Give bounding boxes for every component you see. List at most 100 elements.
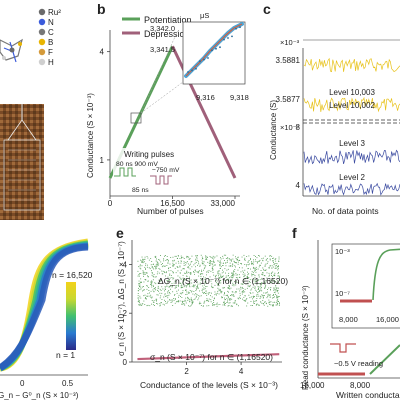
e-dg-point <box>248 260 250 261</box>
e-dg-point <box>249 292 251 293</box>
e-dg-point <box>273 282 275 284</box>
e-dg-point <box>163 265 165 267</box>
e-dg-point <box>207 278 209 279</box>
panel-b-ticks: 0 16,500 33,000 1 4 <box>100 48 236 208</box>
e-dg-point <box>143 273 145 275</box>
e-dg-point <box>227 258 229 260</box>
e-dg-point <box>246 264 248 265</box>
e-dg-point <box>276 301 278 303</box>
e-dg-point <box>176 266 178 268</box>
e-dg-point <box>241 287 243 289</box>
e-dg-point <box>175 287 177 288</box>
e-dg-point <box>237 269 239 271</box>
e-dg-point <box>270 282 272 284</box>
e-dg-point <box>162 265 164 267</box>
e-dg-point <box>271 255 273 257</box>
e-dg-point <box>277 268 279 270</box>
e-dg-point <box>277 297 279 299</box>
e-dg-point <box>170 275 172 276</box>
e-dg-point <box>175 262 177 264</box>
e-dg-point <box>227 299 228 301</box>
e-dg-point <box>182 268 184 270</box>
e-dg-point <box>214 294 216 296</box>
e-dg-point <box>200 278 201 280</box>
e-dg-point <box>220 274 222 276</box>
e-dg-point <box>221 272 223 274</box>
e-dg-point <box>150 296 152 298</box>
e-dg-point <box>152 267 154 269</box>
e-dg-point <box>193 286 195 288</box>
e-dg-point <box>209 265 210 266</box>
e-dg-point <box>156 298 158 300</box>
e-dg-point <box>271 272 273 274</box>
e-dg-point <box>273 274 275 276</box>
e-dg-point <box>170 257 172 258</box>
e-dg-point <box>229 285 230 287</box>
e-dg-point <box>152 289 154 291</box>
e-dg-point <box>157 285 159 287</box>
e-dg-point <box>244 264 246 265</box>
e-dg-point <box>188 283 190 285</box>
e-dg-point <box>231 298 233 300</box>
e-dg-point <box>167 292 169 294</box>
e-dg-point <box>140 288 142 290</box>
e-dg-point <box>146 288 148 290</box>
e-dg-point <box>178 285 179 287</box>
e-dg-point <box>239 267 240 269</box>
e-dg-point <box>265 269 267 271</box>
e-dg-point <box>263 270 265 271</box>
e-dg-point <box>220 260 221 262</box>
e-dg-point <box>258 287 259 289</box>
e-dg-point <box>209 276 211 278</box>
e-dg-point <box>169 293 171 295</box>
legend-label-5: H <box>48 58 54 67</box>
e-dg-point <box>179 266 181 268</box>
e-dg-point <box>166 280 168 282</box>
e-dg-point <box>274 296 275 298</box>
e-dg-point <box>220 257 221 259</box>
e-dg-point <box>234 302 236 304</box>
e-dg-point <box>207 270 209 272</box>
e-dg-point <box>216 305 218 307</box>
e-dg-point <box>168 280 170 281</box>
e-dg-point <box>205 258 207 260</box>
e-dg-point <box>261 283 262 284</box>
e-dg-point <box>183 279 185 281</box>
e-dg-point <box>277 280 279 282</box>
e-dg-point <box>154 276 156 278</box>
e-dg-point <box>138 301 140 303</box>
e-dg-point <box>275 267 277 269</box>
e-dg-point <box>138 266 140 268</box>
e-dg-point <box>161 302 162 304</box>
e-dg-point <box>266 258 268 259</box>
e-dg-point <box>263 295 264 297</box>
e-dg-point <box>156 294 158 296</box>
e-dg-point <box>169 274 171 276</box>
svg-text:−750 mV: −750 mV <box>152 167 180 174</box>
e-dg-point <box>260 262 262 264</box>
e-dg-point <box>168 260 169 262</box>
b-xtick-0: 0 <box>108 199 113 208</box>
e-dg-point <box>184 279 185 281</box>
e-dg-point <box>269 255 271 256</box>
e-dg-point <box>153 274 155 275</box>
svg-text:Writing pulses: Writing pulses <box>124 150 174 159</box>
e-dg-point <box>182 274 184 276</box>
e-dg-point <box>188 256 190 258</box>
e-dg-point <box>198 287 199 289</box>
e-dg-point <box>276 300 278 302</box>
e-dg-point <box>203 302 205 304</box>
e-dg-point <box>267 305 269 307</box>
e-dg-point <box>268 302 270 304</box>
e-dg-point <box>183 286 185 288</box>
e-dg-point <box>250 296 252 298</box>
e-dg-point <box>217 270 219 272</box>
e-dg-point <box>225 303 226 304</box>
e-dg-point <box>247 264 249 266</box>
e-dg-point <box>151 296 153 298</box>
e-dg-point <box>223 294 225 296</box>
e-dg-point <box>224 299 226 301</box>
e-series-label-dg: ΔG_n (S × 10⁻⁷) for n ∈ (1,16520) <box>158 276 288 286</box>
b-inset-point-6 <box>211 49 213 52</box>
e-dg-point <box>243 278 245 280</box>
